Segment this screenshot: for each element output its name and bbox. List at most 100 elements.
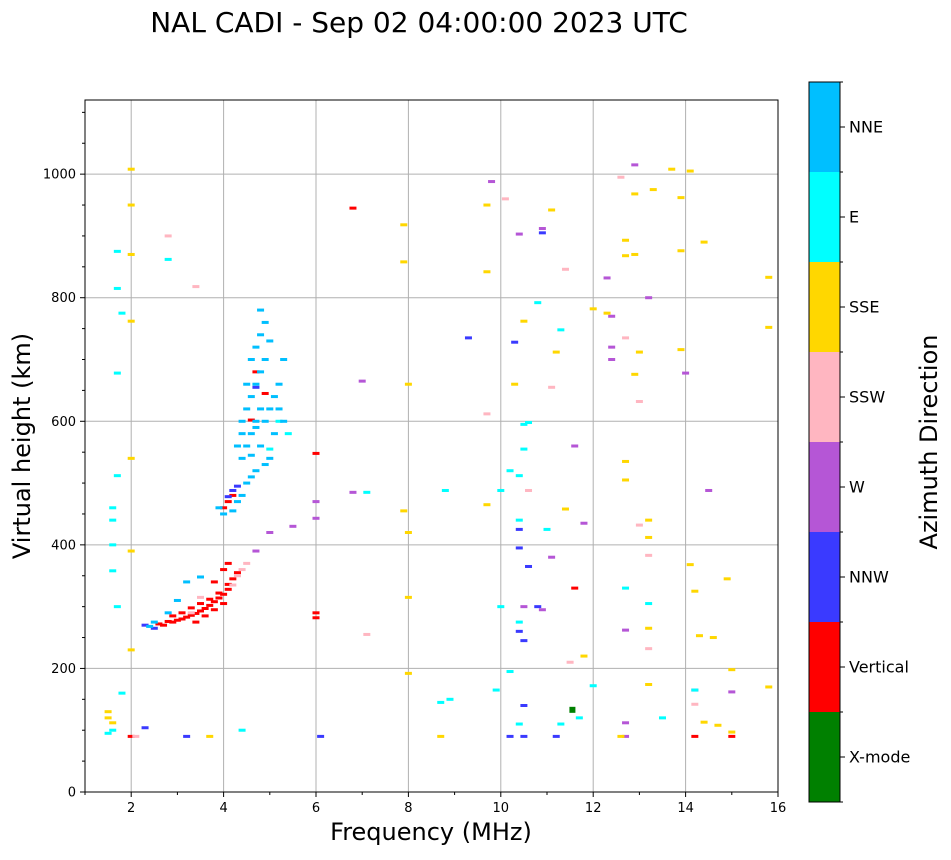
data-point-nne [183, 580, 191, 584]
data-point-ssw [691, 702, 699, 706]
data-point-sse [765, 325, 773, 329]
data-point-ssw [483, 412, 491, 416]
colorbar-tick-label: NNE [849, 118, 883, 137]
data-point-sse [603, 311, 611, 315]
data-point-nne [257, 370, 265, 374]
data-point-nnw [525, 564, 533, 568]
data-point-nne [266, 339, 274, 343]
data-point-ssw [187, 611, 195, 615]
data-point-nnw [464, 336, 472, 340]
data-point-sse [552, 350, 560, 354]
data-point-nne [266, 456, 274, 460]
data-point-w [631, 163, 639, 167]
data-point-e [497, 605, 505, 609]
data-point-sse [700, 240, 708, 244]
data-point-vertical [160, 623, 168, 627]
data-point-nnw [233, 484, 241, 488]
data-point-ssw [635, 523, 643, 527]
data-point-e [109, 543, 117, 547]
data-point-nnw [552, 734, 560, 738]
data-point-nnw [515, 629, 523, 633]
data-point-nne [261, 358, 269, 361]
data-point-vertical [728, 734, 736, 738]
data-point-vertical [183, 615, 191, 619]
colorbar-frame [808, 81, 841, 803]
y-tick-label: 400 [51, 538, 76, 553]
x-tick-label: 16 [770, 801, 787, 816]
data-point-ssw [561, 267, 569, 271]
data-point-e [557, 328, 565, 332]
data-point-sse [483, 503, 491, 507]
data-point-e [575, 716, 583, 720]
data-point-w [488, 180, 496, 184]
data-point-sse [622, 254, 630, 258]
data-point-nnw [506, 734, 514, 738]
data-point-sse [127, 167, 135, 171]
data-point-w [538, 227, 546, 231]
colorbar-segment [809, 82, 840, 172]
data-point-ssw [548, 385, 556, 389]
data-point-w [312, 516, 320, 520]
data-point-e [266, 447, 274, 451]
x-tick-label: 12 [585, 801, 602, 816]
data-point-nnw [141, 623, 149, 627]
data-point-sse [400, 260, 408, 264]
data-point-vertical [224, 561, 232, 565]
data-point-nne [173, 598, 181, 602]
data-point-nne [270, 432, 278, 436]
data-point-e [492, 688, 500, 692]
data-point-nnw [538, 231, 546, 235]
data-point-nne [243, 444, 251, 448]
data-point-sse [631, 372, 639, 376]
data-point-vertical [155, 622, 163, 626]
y-tick-label: 1000 [43, 168, 76, 183]
data-point-nne [252, 469, 260, 473]
colorbar-tick-label: SSW [849, 388, 885, 407]
data-point-sse [127, 648, 135, 652]
data-point-nnw [520, 734, 528, 738]
data-point-nnw [520, 639, 528, 643]
data-point-nne [233, 500, 241, 504]
data-point-sse [677, 249, 685, 253]
data-point-vertical [247, 418, 255, 422]
data-point-w [705, 488, 713, 492]
data-point-nne [275, 407, 283, 411]
data-point-vertical [224, 500, 232, 504]
data-point-w [520, 605, 528, 609]
data-point-ssw [192, 285, 200, 289]
data-point-sse [104, 710, 112, 714]
data-point-ssw [164, 234, 172, 238]
data-point-vertical [312, 611, 320, 615]
data-point-ssw [197, 595, 204, 599]
data-point-sse [765, 275, 773, 279]
data-point-vertical [220, 592, 228, 596]
data-point-vertical [691, 734, 699, 738]
data-point-nnw [317, 734, 325, 738]
data-point-sse [127, 549, 135, 553]
data-point-sse [677, 348, 685, 352]
data-point-e [104, 731, 112, 735]
data-point-vertical [210, 608, 218, 612]
x-tick-label: 14 [677, 801, 694, 816]
data-point-sse [635, 350, 643, 354]
data-point-e [506, 670, 514, 674]
data-point-e [109, 569, 117, 573]
data-point-vertical [312, 451, 320, 455]
data-point-vertical [178, 617, 186, 621]
data-point-vertical [164, 619, 172, 623]
data-point-vertical [233, 571, 241, 575]
data-point-vertical [349, 206, 357, 210]
colorbar-segment [809, 622, 840, 712]
data-point-sse [404, 382, 412, 386]
data-point-e [238, 728, 246, 732]
data-point-nne [243, 407, 251, 411]
data-point-w [645, 296, 653, 300]
data-point-vertical [201, 606, 209, 610]
data-point-sse [700, 720, 708, 724]
data-point-w [682, 371, 690, 375]
data-point-sse [677, 196, 685, 200]
data-point-nnw [511, 340, 519, 344]
data-point-sse [109, 721, 117, 725]
data-point-e [645, 602, 653, 606]
